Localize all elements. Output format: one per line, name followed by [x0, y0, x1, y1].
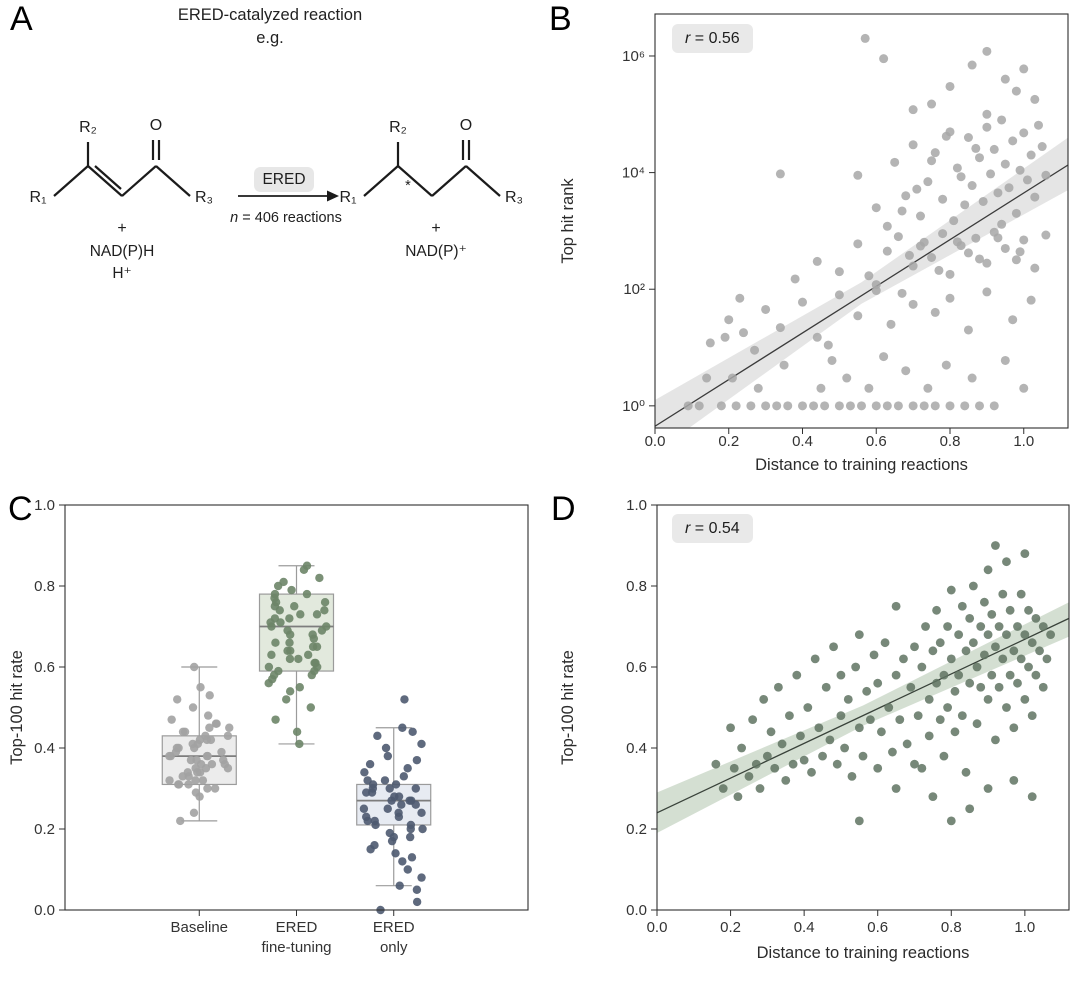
x-tick-label: 0.0	[645, 433, 666, 450]
stereocenter-asterisk: *	[405, 178, 411, 194]
nadp-plus-label: NAD(P)⁺	[405, 243, 467, 260]
nadph-label: NAD(P)H	[90, 243, 155, 260]
panel-label-d: D	[551, 490, 576, 528]
panel-label-b: B	[549, 0, 572, 38]
y-tick-label: 0.0	[34, 902, 55, 919]
category-label: ERED	[276, 919, 318, 936]
panel-c-boxplot-hit-rate: C Baseline ERED fine-tuning ERED only 0.0 0.2 0…	[0, 490, 540, 988]
reaction-title: ERED-catalyzed reaction	[177, 6, 363, 24]
strip-points	[264, 561, 331, 749]
y-tick-label: 0.4	[626, 740, 647, 757]
x-tick-label: 0.8	[940, 433, 961, 450]
reactant-r2-label: R₂	[79, 119, 97, 136]
product-plus-sign: +	[431, 220, 440, 237]
y-axis-label: Top-100 hit rate	[559, 650, 577, 765]
product-r1-label: R₁	[340, 189, 357, 206]
box-strip-chart-c: Baseline ERED fine-tuning ERED only 0.0 0.2 0.4…	[8, 497, 529, 956]
correlation-r-symbol: r	[685, 30, 691, 47]
y-tick-label: 0.8	[34, 578, 55, 595]
y-tick-label: 1.0	[626, 497, 647, 514]
box-group	[258, 561, 335, 749]
trend-line	[655, 164, 1068, 427]
y-tick-label: 10⁴	[622, 165, 645, 182]
scatter-chart-b: 0.0 0.2 0.4 0.6 0.8 1.0 10⁰ 10² 10⁴ 10⁶ Distance t…	[559, 13, 1069, 474]
strip-points	[359, 695, 427, 915]
plot-area	[655, 33, 1068, 428]
product-r2-label: R₂	[389, 119, 407, 136]
x-tick-label: 0.2	[720, 919, 741, 936]
scatter-points	[683, 33, 1051, 411]
y-tick-label: 1.0	[34, 497, 55, 514]
x-tick-label: 0.4	[792, 433, 813, 450]
ered-badge-label: ERED	[262, 171, 305, 188]
panel-label-c: C	[8, 490, 33, 528]
y-axis-label: Top hit rank	[559, 178, 577, 264]
y-tick-label: 0.8	[626, 578, 647, 595]
reaction-count: n = 406 reactions	[230, 210, 342, 226]
category-label: Baseline	[170, 919, 228, 936]
category-label: only	[380, 939, 408, 956]
y-tick-label: 0.4	[34, 740, 55, 757]
y-tick-label: 10²	[623, 281, 645, 298]
x-tick-label: 0.6	[866, 433, 887, 450]
reaction-scheme-drawing: ERED n = 406 reactions R₁ R₂ O R₃ + NAD(…	[30, 117, 524, 282]
scatter-chart-d: 0.0 0.2 0.4 0.6 0.8 1.0 0.0 0.2 0.4 0.6 0.8 1.0 Dist…	[559, 497, 1070, 962]
axes-frame	[64, 504, 529, 911]
x-tick-label: 0.8	[941, 919, 962, 936]
product-bonds	[363, 140, 501, 197]
x-tick-label: 1.0	[1014, 919, 1035, 936]
box-group	[161, 662, 237, 826]
y-tick-label: 10⁰	[622, 398, 645, 415]
correlation-badge-b: r = 0.56	[672, 24, 753, 54]
ered-badge-bg	[254, 167, 314, 192]
product-r3-label: R₃	[505, 189, 523, 206]
panel-d-scatter-hit-rate: D 0.0 0.2 0.4 0.6 0.8 1.0 0.0 0.2 0.4 0.6 0.8 1.0 Di…	[545, 490, 1080, 988]
x-tick-label: 0.4	[794, 919, 815, 936]
correlation-badge-d: r = 0.54	[672, 514, 753, 544]
x-tick-label: 1.0	[1013, 433, 1034, 450]
reactant-o-label: O	[150, 117, 162, 134]
trend-line	[657, 617, 1069, 814]
x-tick-label: 0.6	[867, 919, 888, 936]
x-tick-label: 0.2	[718, 433, 739, 450]
y-tick-label: 0.2	[34, 821, 55, 838]
correlation-r-symbol: r	[685, 520, 691, 537]
correlation-r-value: = 0.56	[690, 30, 740, 47]
box-group	[356, 695, 432, 915]
reactant-r1-label: R₁	[30, 189, 47, 206]
panel-label-a: A	[10, 0, 33, 38]
reactant-bonds	[53, 140, 191, 197]
y-tick-label: 10⁶	[622, 48, 645, 65]
panel-b-scatter-top-hit-rank: B 0.0 0.2 0.4 0.6 0.8 1.0 10⁰ 10² 10⁴ 10⁶ Distance…	[545, 0, 1080, 480]
panel-a-reaction-scheme: A ERED-catalyzed reaction e.g.	[0, 0, 540, 480]
y-tick-label: 0.0	[626, 902, 647, 919]
reactant-r3-label: R₃	[195, 189, 213, 206]
scatter-points	[711, 541, 1056, 826]
product-o-label: O	[460, 117, 472, 134]
correlation-r-value: = 0.54	[690, 520, 740, 537]
y-axis-label: Top-100 hit rate	[8, 650, 26, 765]
category-label: fine-tuning	[261, 939, 331, 956]
axes-frame	[656, 504, 1070, 911]
reactant-plus-sign: +	[117, 220, 126, 237]
confidence-band	[657, 602, 1069, 834]
y-tick-label: 0.6	[626, 659, 647, 676]
category-label: ERED	[373, 919, 415, 936]
hplus-label: H⁺	[112, 265, 131, 282]
reaction-title-eg: e.g.	[256, 29, 284, 47]
y-tick-label: 0.6	[34, 659, 55, 676]
x-axis-label: Distance to training reactions	[755, 456, 968, 474]
x-tick-label: 0.0	[647, 919, 668, 936]
reaction-arrow	[238, 190, 339, 202]
y-tick-label: 0.2	[626, 821, 647, 838]
axes-frame	[654, 13, 1069, 429]
x-axis-label: Distance to training reactions	[757, 944, 970, 962]
strip-points	[165, 662, 234, 826]
confidence-band	[655, 137, 1068, 428]
plot-area	[657, 541, 1069, 834]
